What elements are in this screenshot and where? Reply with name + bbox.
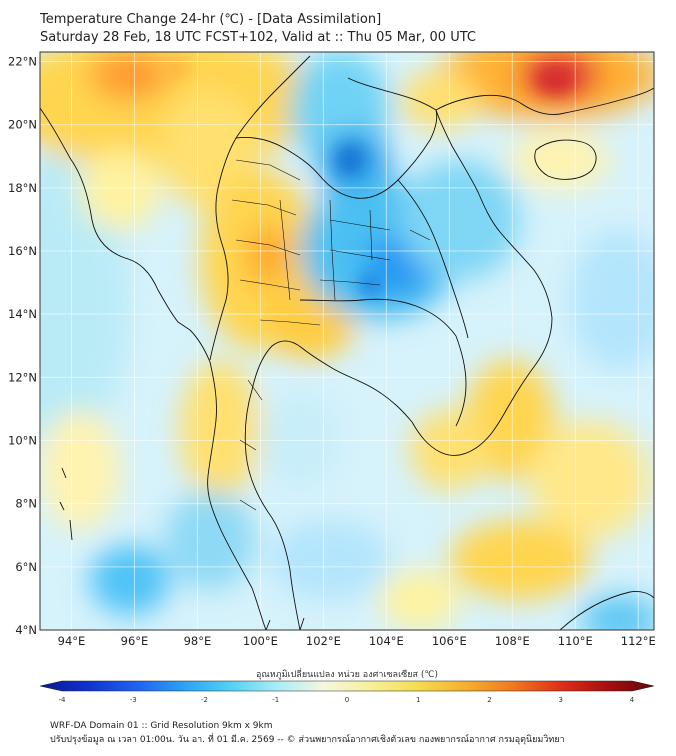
colorbar-tick-label: 1 bbox=[416, 696, 420, 704]
latitude-tick-label: 14°N bbox=[8, 307, 37, 321]
longitude-tick-label: 110°E bbox=[558, 634, 593, 648]
border-laos-vietnam bbox=[397, 179, 469, 339]
latitude-tick-label: 4°N bbox=[15, 623, 37, 637]
colorbar-tick-label: 3 bbox=[559, 696, 563, 704]
border-vietnam-china bbox=[347, 77, 437, 111]
page-subtitle: Saturday 28 Feb, 18 UTC FCST+102, Valid … bbox=[40, 30, 476, 45]
colorbar-title: อุณหภูมิเปลี่ยนแปลง หน่วย องศาเซลเซียส (… bbox=[256, 667, 438, 680]
colorbar-tick-label: -2 bbox=[201, 696, 208, 704]
latitude-tick-label: 16°N bbox=[8, 244, 37, 258]
longitude-tick-label: 100°E bbox=[243, 634, 278, 648]
latitude-labels: 22°N 20°N 18°N 16°N 14°N 12°N 10°N 8°N 6°N 4°N bbox=[8, 54, 37, 637]
footer-model-info: WRF-DA Domain 01 :: Grid Resolution 9km … bbox=[50, 721, 273, 731]
coastline-malaysia bbox=[265, 617, 305, 630]
border-thailand-cambodia bbox=[299, 298, 457, 337]
latitude-tick-label: 12°N bbox=[8, 370, 37, 384]
colorbar-tick-label: 0 bbox=[345, 696, 349, 704]
coastline-mekong-delta bbox=[411, 317, 553, 456]
longitude-tick-label: 96°E bbox=[121, 634, 149, 648]
colorbar-tick-label: -3 bbox=[130, 696, 137, 704]
longitude-tick-label: 94°E bbox=[58, 634, 86, 648]
map-plot-area bbox=[40, 52, 654, 630]
longitude-tick-label: 98°E bbox=[184, 634, 212, 648]
latitude-tick-label: 6°N bbox=[15, 560, 37, 574]
coastline-hainan bbox=[534, 139, 597, 180]
border-cambodia-vietnam bbox=[455, 335, 467, 427]
coastline-vietnam-east bbox=[435, 109, 553, 319]
longitude-tick-label: 108°E bbox=[495, 634, 530, 648]
footer-credits: ปรับปรุงข้อมูล ณ เวลา 01:00น. วัน อา. ที… bbox=[50, 735, 565, 745]
longitude-tick-label: 112°E bbox=[621, 634, 656, 648]
map-frame bbox=[39, 51, 655, 631]
colorbar: อุณหภูมิเปลี่ยนแปลง หน่วย องศาเซลเซียส (… bbox=[39, 667, 655, 704]
graticule bbox=[40, 52, 654, 630]
colorbar-bar bbox=[39, 680, 655, 692]
border-myanmar-china bbox=[235, 55, 311, 139]
coastline-myanmar-west bbox=[40, 107, 211, 363]
longitude-tick-label: 102°E bbox=[306, 634, 341, 648]
province-lines bbox=[231, 159, 431, 511]
border-laos bbox=[235, 109, 438, 199]
page-title: Temperature Change 24-hr (℃) - [Data Ass… bbox=[40, 12, 382, 27]
temperature-field bbox=[40, 52, 654, 630]
coastline-borneo bbox=[559, 591, 654, 630]
colorbar-ticks: -4 -3 -2 -1 0 1 2 3 4 bbox=[59, 696, 635, 704]
coastline-gulf-of-thailand bbox=[244, 340, 413, 630]
longitude-tick-label: 104°E bbox=[369, 634, 404, 648]
latitude-tick-label: 10°N bbox=[8, 433, 37, 447]
colorbar-tick-label: 2 bbox=[487, 696, 491, 704]
latitude-tick-label: 22°N bbox=[8, 54, 37, 68]
colorbar-tick-label: 4 bbox=[630, 696, 635, 704]
temperature-field-detail bbox=[160, 60, 575, 297]
coastline-andaman-islands bbox=[59, 467, 73, 541]
coastline-peninsula-west bbox=[207, 361, 267, 630]
coastlines-and-borders bbox=[40, 55, 654, 630]
latitude-tick-label: 18°N bbox=[8, 181, 37, 195]
colorbar-tick-label: -4 bbox=[59, 696, 67, 704]
border-myanmar-thailand bbox=[209, 137, 237, 361]
colorbar-tick-label: -1 bbox=[272, 696, 279, 704]
longitude-tick-label: 106°E bbox=[432, 634, 467, 648]
latitude-tick-label: 20°N bbox=[8, 118, 37, 132]
longitude-labels: 94°E 96°E 98°E 100°E 102°E 104°E 106°E 108°E 110… bbox=[58, 634, 656, 648]
coastline-gulf-of-tonkin bbox=[435, 87, 654, 115]
latitude-tick-label: 8°N bbox=[15, 497, 37, 511]
